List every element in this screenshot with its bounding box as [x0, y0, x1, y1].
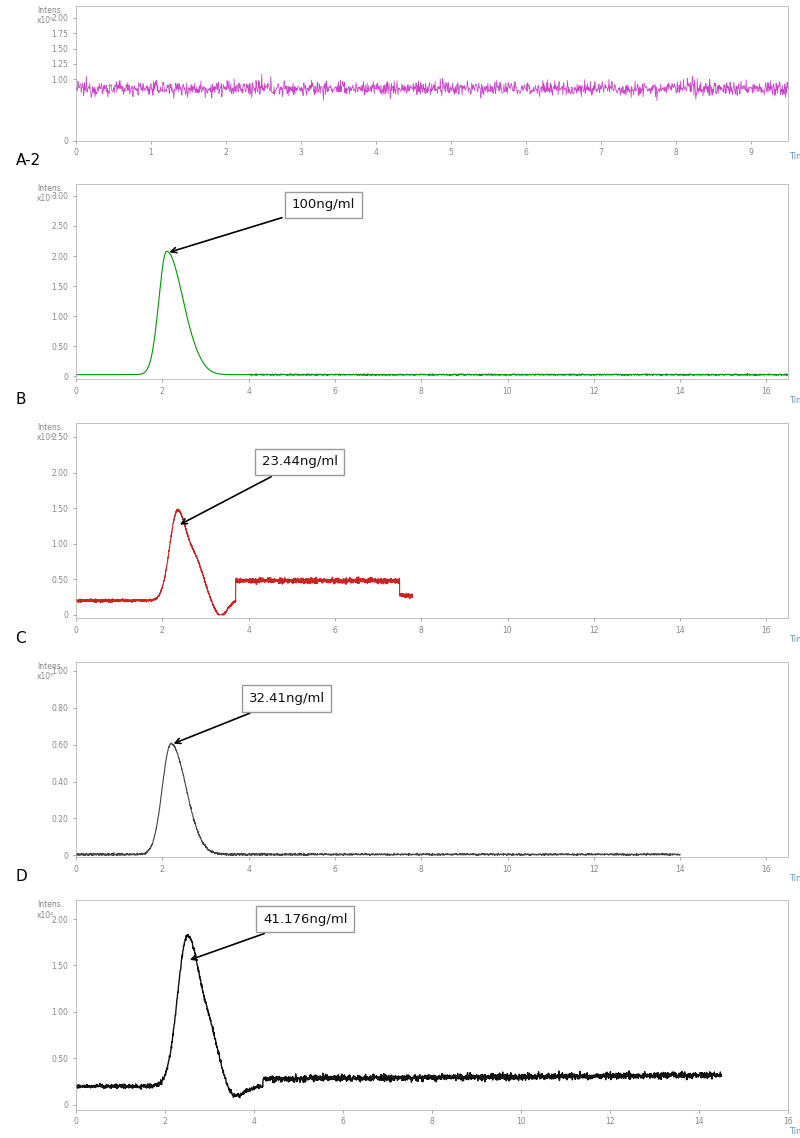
- Text: Intens.
x10⁴: Intens. x10⁴: [37, 422, 63, 442]
- Text: B: B: [15, 393, 26, 407]
- Text: Time [min]: Time [min]: [790, 634, 800, 643]
- Text: 32.41ng/ml: 32.41ng/ml: [175, 692, 325, 743]
- Text: 100ng/ml: 100ng/ml: [171, 198, 355, 253]
- Text: 23.44ng/ml: 23.44ng/ml: [182, 455, 338, 523]
- Text: D: D: [15, 868, 27, 884]
- Text: Intens.
x10⁵: Intens. x10⁵: [37, 661, 63, 681]
- Text: Intens.
x10⁵: Intens. x10⁵: [37, 6, 63, 25]
- Text: Time [min]: Time [min]: [790, 1127, 800, 1136]
- Text: Intens.
x10⁷: Intens. x10⁷: [37, 184, 63, 204]
- Text: 41.176ng/ml: 41.176ng/ml: [192, 913, 347, 960]
- Text: Intens.
x10⁴: Intens. x10⁴: [37, 900, 63, 920]
- Text: A-2: A-2: [15, 154, 41, 168]
- Text: Time [min]: Time [min]: [790, 151, 800, 160]
- Text: Time [min]: Time [min]: [790, 395, 800, 404]
- Text: C: C: [15, 630, 26, 646]
- Text: Time [min]: Time [min]: [790, 873, 800, 882]
